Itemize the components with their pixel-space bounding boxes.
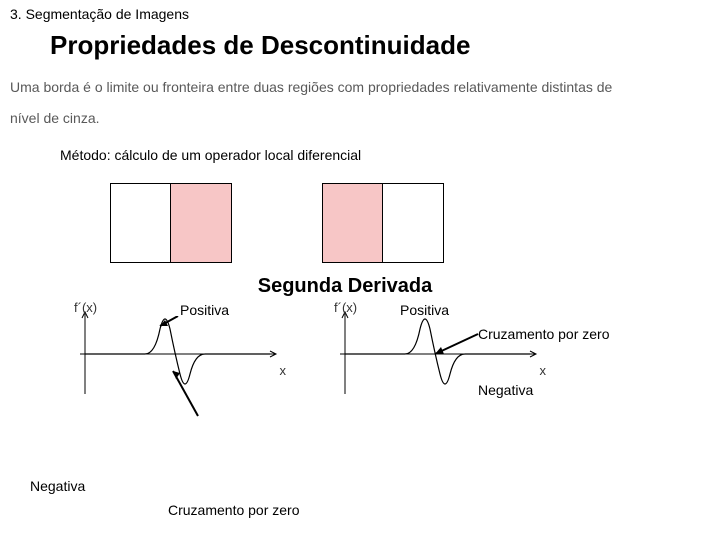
box-pink [323,184,383,262]
x-axis-label: x [280,363,287,378]
graphs-row: f´(x) x Positiva f´(x) x Positiva [0,304,720,414]
positiva-label: Positiva [180,302,229,318]
page-title: Propriedades de Descontinuidade [0,26,720,71]
breadcrumb: 3. Segmentação de Imagens [0,0,720,26]
box-pair-right [322,183,444,263]
arrow-positiva-left [130,316,180,356]
intro-line-1: Uma borda é o limite ou fronteira entre … [0,71,720,102]
graph-left: f´(x) x Positiva [70,304,290,414]
x-axis-label: x [540,363,547,378]
y-axis-label: f´(x) [334,300,357,315]
box-pink [171,184,231,262]
boxes-row [0,183,720,263]
box-pair-left [110,183,232,263]
positiva-label: Positiva [400,302,449,318]
box-white [111,184,171,262]
arrow-cruzamento-left [168,366,228,426]
box-white [383,184,443,262]
section-label: Segunda Derivada [0,275,720,298]
negativa-label-right: Negativa [478,382,533,398]
method-text: Método: cálculo de um operador local dif… [0,133,720,173]
cruzamento-label-right: Cruzamento por zero [478,326,610,342]
negativa-label-left: Negativa [30,478,85,494]
arrow-cruzamento-right [430,332,480,382]
y-axis-label: f´(x) [74,300,97,315]
intro-line-2: nível de cinza. [0,102,720,133]
cruzamento-label-left: Cruzamento por zero [168,502,300,518]
